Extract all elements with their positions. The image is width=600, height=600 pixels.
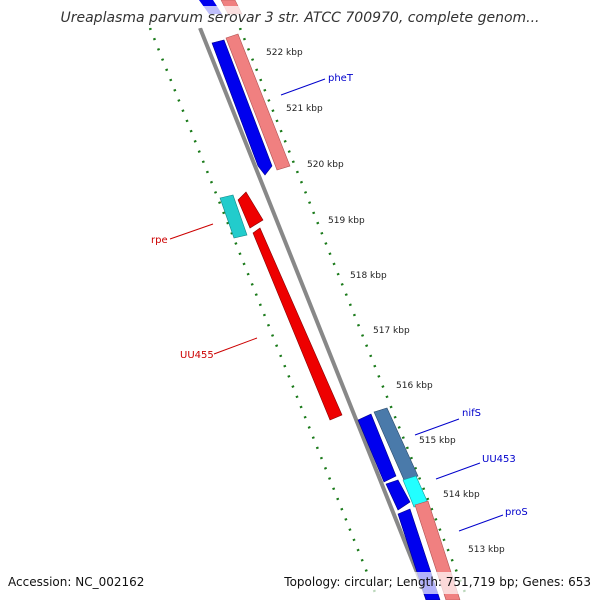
tick-label: 516 kbp — [396, 381, 433, 391]
gene-label-rpe: rpe — [151, 235, 168, 246]
tick-label: 514 kbp — [443, 490, 480, 500]
tick-label: 517 kbp — [373, 326, 410, 336]
tick-label: 519 kbp — [328, 216, 365, 226]
gene-red-small — [237, 191, 264, 229]
tick-label: 515 kbp — [419, 436, 456, 446]
gene-label-proS: proS — [505, 507, 528, 518]
backbone-line — [198, 27, 430, 600]
tick-label: 518 kbp — [350, 271, 387, 281]
gene-UU455 — [252, 227, 343, 421]
footer-background — [280, 572, 598, 594]
topology-text: Topology: circular; Length: 751,719 bp; … — [283, 575, 591, 589]
gene-label-UU453: UU453 — [482, 454, 516, 465]
gene-label-nifS: nifS — [462, 408, 481, 419]
gene-label-UU455: UU455 — [180, 350, 214, 361]
tick-label: 522 kbp — [266, 48, 303, 58]
leader-pheT — [280, 78, 326, 96]
accession-text: Accession: NC_002162 — [8, 575, 144, 589]
title-background — [60, 6, 540, 28]
tick-label: 513 kbp — [468, 545, 505, 555]
gene-nifS — [373, 407, 419, 481]
gene-blue-left-1 — [357, 413, 397, 483]
gene-label-pheT: pheT — [328, 73, 354, 84]
leader-rpe — [169, 223, 214, 240]
tick-track-line — [238, 27, 470, 600]
tick-label: 521 kbp — [286, 104, 323, 114]
gene-rpe — [219, 194, 248, 239]
gene-blue-left-2 — [385, 479, 411, 511]
leader-proS — [458, 514, 504, 532]
leader-nifS — [414, 418, 460, 436]
gene-lightred-long — [225, 33, 291, 171]
tick-label: 520 kbp — [307, 160, 344, 170]
leader-UU455 — [213, 337, 258, 355]
leader-UU453 — [435, 462, 481, 480]
gene-pheT-blue — [211, 39, 273, 176]
map-title: Ureaplasma parvum serovar 3 str. ATCC 70… — [60, 10, 539, 26]
